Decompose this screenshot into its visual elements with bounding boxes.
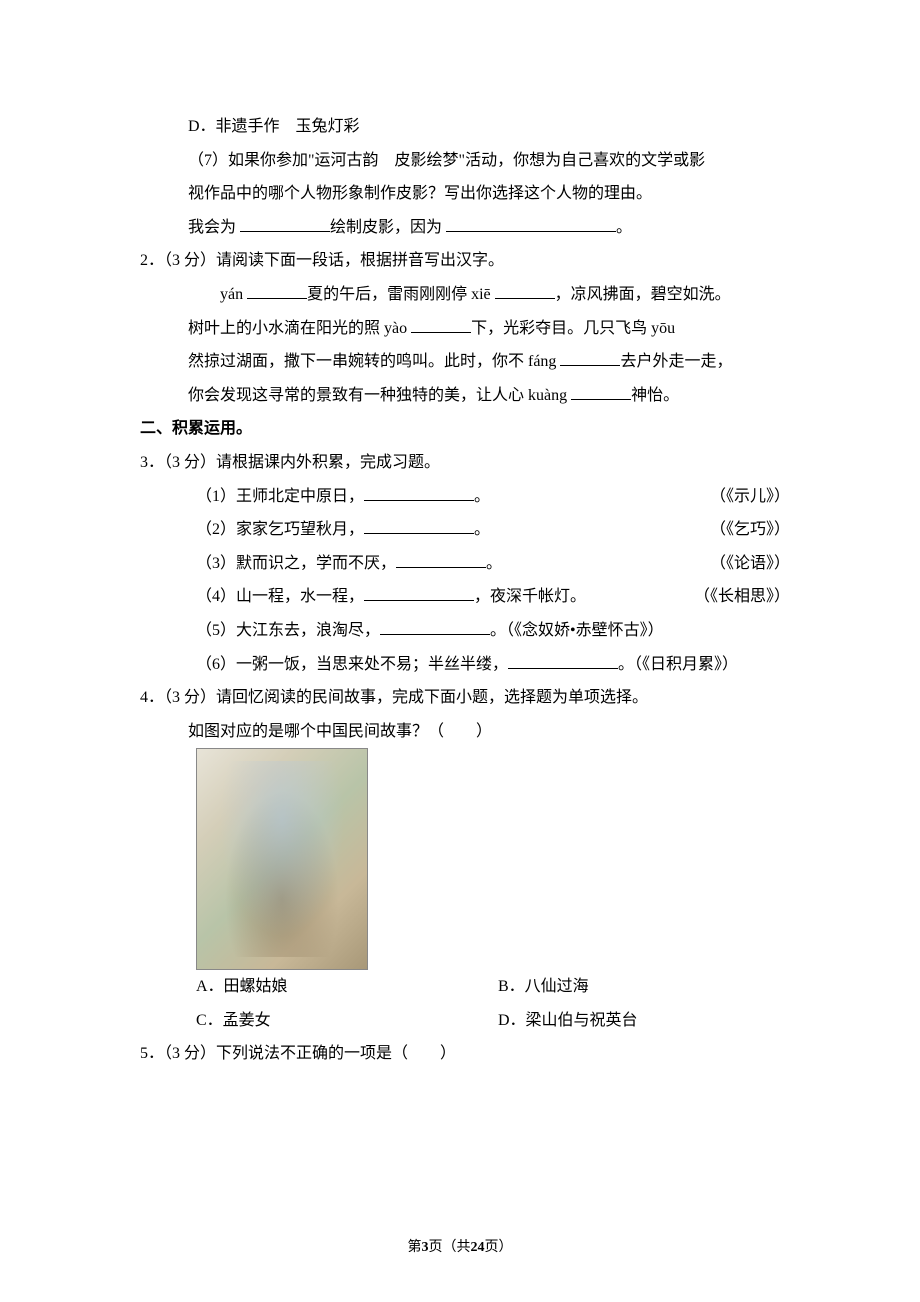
q3-item-6: （6）一粥一饭，当思来处不易；半丝半缕， 。（《日积月累》） xyxy=(140,648,800,682)
q3-5-b: 。（《念奴娇•赤壁怀古》） xyxy=(490,622,664,639)
q3-1-src: （《示儿》） xyxy=(490,480,800,514)
q2-text-3: 然掠过湖面，撒下一串婉转的鸣叫。此时，你不 fáng 去户外走一走， xyxy=(140,345,800,379)
q2-number: 2．（3 分） xyxy=(140,244,216,278)
q1-sub7-mid: 绘制皮影，因为 xyxy=(330,219,446,236)
q3: 3．（3 分） 请根据课内外积累，完成习题。 xyxy=(140,446,800,480)
q2-stem: 请阅读下面一段话，根据拼音写出汉字。 xyxy=(216,244,800,278)
q3-item-5: （5）大江东去，浪淘尽， 。（《念奴娇•赤壁怀古》） xyxy=(140,614,800,648)
footer-e: 页） xyxy=(485,1240,513,1255)
q3-5-a: （5）大江东去，浪淘尽， xyxy=(196,622,380,639)
q2-t3b: 去户外走一走， xyxy=(620,353,732,370)
q4-options-row2: C．孟姜女 D．梁山伯与祝英台 xyxy=(140,1004,800,1038)
blank-q3-2[interactable] xyxy=(364,517,474,534)
footer-total-pages: 24 xyxy=(471,1240,485,1255)
q3-item-2: （2）家家乞巧望秋月， 。 （《乞巧》） xyxy=(140,513,800,547)
q4-option-a[interactable]: A．田螺姑娘 xyxy=(196,970,498,1004)
blank-q3-4[interactable] xyxy=(364,584,474,601)
page-footer: 第3页（共24页） xyxy=(0,1233,920,1262)
q2: 2．（3 分） 请阅读下面一段话，根据拼音写出汉字。 xyxy=(140,244,800,278)
footer-a: 第 xyxy=(408,1240,422,1255)
q2-t1a: yán xyxy=(220,286,247,303)
q2-t1b: 夏的午后，雷雨刚刚停 xiē xyxy=(307,286,495,303)
q3-4-src: （《长相思》） xyxy=(586,580,800,614)
blank-fang[interactable] xyxy=(560,349,620,366)
blank-q3-5[interactable] xyxy=(380,618,490,635)
q4-image xyxy=(196,748,368,970)
q4-options-row1: A．田螺姑娘 B．八仙过海 xyxy=(140,970,800,1004)
q4-option-b[interactable]: B．八仙过海 xyxy=(498,970,800,1004)
footer-current-page: 3 xyxy=(422,1240,429,1255)
blank-yan[interactable] xyxy=(247,282,307,299)
q2-t4a: 你会发现这寻常的景致有一种独特的美，让人心 kuàng xyxy=(188,387,571,404)
q3-6-a: （6）一粥一饭，当思来处不易；半丝半缕， xyxy=(196,656,508,673)
q4-number: 4．（3 分） xyxy=(140,681,216,715)
q3-item-3: （3）默而识之，学而不厌， 。 （《论语》） xyxy=(140,547,800,581)
q2-text-2: 树叶上的小水滴在阳光的照 yào 下，光彩夺目。几只飞鸟 yōu xyxy=(140,312,800,346)
q1-sub7-line1: （7）如果你参加"运河古韵 皮影绘梦"活动，你想为自己喜欢的文学或影 xyxy=(140,144,800,178)
blank-yao[interactable] xyxy=(411,316,471,333)
q3-5-src xyxy=(664,614,800,648)
q3-1-b: 。 xyxy=(474,488,490,505)
q3-6-src xyxy=(738,648,800,682)
q3-1-a: （1）王师北定中原日， xyxy=(196,488,364,505)
q3-3-b: 。 xyxy=(486,555,502,572)
q3-3-a: （3）默而识之，学而不厌， xyxy=(196,555,396,572)
blank-xie[interactable] xyxy=(495,282,555,299)
q3-2-b: 。 xyxy=(474,521,490,538)
section-2-title: 二、积累运用。 xyxy=(140,412,800,446)
blank-q3-1[interactable] xyxy=(364,484,474,501)
blank-reason[interactable] xyxy=(446,215,616,232)
q2-text-4: 你会发现这寻常的景致有一种独特的美，让人心 kuàng 神怡。 xyxy=(140,379,800,413)
q3-item-4: （4）山一程，水一程， ，夜深千帐灯。 （《长相思》） xyxy=(140,580,800,614)
q2-t1c: ，凉风拂面，碧空如洗。 xyxy=(555,286,731,303)
q4-option-d[interactable]: D．梁山伯与祝英台 xyxy=(498,1004,800,1038)
q4-stem: 请回忆阅读的民间故事，完成下面小题，选择题为单项选择。 xyxy=(216,681,800,715)
q2-t2b: 下，光彩夺目。几只飞鸟 yōu xyxy=(471,320,675,337)
q3-3-src: （《论语》） xyxy=(502,547,800,581)
q2-text-1: yán 夏的午后，雷雨刚刚停 xiē ，凉风拂面，碧空如洗。 xyxy=(140,278,800,312)
q4: 4．（3 分） 请回忆阅读的民间故事，完成下面小题，选择题为单项选择。 xyxy=(140,681,800,715)
page-container: D．非遗手作 玉兔灯彩 （7）如果你参加"运河古韵 皮影绘梦"活动，你想为自己喜… xyxy=(0,0,920,1302)
q1-sub7-line2: 视作品中的哪个人物形象制作皮影？写出你选择这个人物的理由。 xyxy=(140,177,800,211)
q5-number: 5．（3 分） xyxy=(140,1037,216,1071)
blank-q3-3[interactable] xyxy=(396,551,486,568)
blank-kuang[interactable] xyxy=(571,383,631,400)
q3-4-a: （4）山一程，水一程， xyxy=(196,588,364,605)
q1-sub7-prefix: 我会为 xyxy=(188,219,240,236)
q1-sub7-answer: 我会为 绘制皮影，因为 。 xyxy=(140,211,800,245)
q3-stem: 请根据课内外积累，完成习题。 xyxy=(216,446,800,480)
q3-2-a: （2）家家乞巧望秋月， xyxy=(196,521,364,538)
q3-4-b: ，夜深千帐灯。 xyxy=(474,588,586,605)
q3-number: 3．（3 分） xyxy=(140,446,216,480)
q1-sub7-end: 。 xyxy=(616,219,632,236)
q3-6-b: 。（《日积月累》） xyxy=(618,656,738,673)
q2-t2a: 树叶上的小水滴在阳光的照 yào xyxy=(188,320,411,337)
q3-item-1: （1）王师北定中原日， 。 （《示儿》） xyxy=(140,480,800,514)
q4-option-c[interactable]: C．孟姜女 xyxy=(196,1004,498,1038)
blank-person[interactable] xyxy=(240,215,330,232)
q2-t3a: 然掠过湖面，撒下一串婉转的鸣叫。此时，你不 fáng xyxy=(188,353,560,370)
q5: 5．（3 分） 下列说法不正确的一项是（ ） xyxy=(140,1037,800,1071)
q2-t4b: 神怡。 xyxy=(631,387,679,404)
q5-stem: 下列说法不正确的一项是（ ） xyxy=(216,1037,800,1071)
footer-c: 页（共 xyxy=(429,1240,471,1255)
q4-sub: 如图对应的是哪个中国民间故事？（ ） xyxy=(140,715,800,749)
blank-q3-6[interactable] xyxy=(508,652,618,669)
q1-option-d: D．非遗手作 玉兔灯彩 xyxy=(140,110,800,144)
q3-2-src: （《乞巧》） xyxy=(490,513,800,547)
